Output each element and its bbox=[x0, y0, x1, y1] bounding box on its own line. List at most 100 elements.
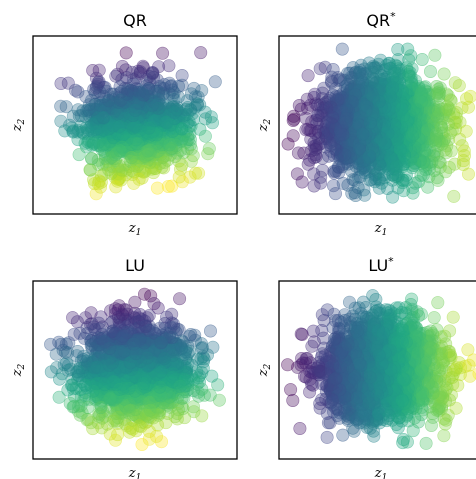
scatter-point bbox=[301, 69, 315, 83]
scatter-point bbox=[52, 390, 66, 404]
scatter-point bbox=[291, 146, 305, 160]
scatter-point bbox=[72, 148, 86, 162]
scatter-point bbox=[447, 189, 461, 203]
scatter-point bbox=[428, 48, 442, 62]
scatter-point bbox=[421, 180, 435, 194]
scatter-point bbox=[293, 421, 307, 435]
scatter-point bbox=[404, 70, 418, 84]
x-axis-label: z1 bbox=[128, 221, 142, 238]
y-axis-label: z2 bbox=[256, 118, 273, 132]
scatter-point bbox=[314, 176, 328, 190]
scatter-panel-1: QR z1 z2 bbox=[10, 11, 238, 238]
scatter-point bbox=[405, 129, 419, 143]
scatter-point bbox=[175, 391, 189, 405]
scatter-point bbox=[116, 329, 130, 343]
x-axis-label: z1 bbox=[128, 466, 142, 479]
scatter-point bbox=[442, 160, 456, 174]
scatter-point bbox=[129, 133, 143, 147]
scatter-point bbox=[184, 327, 198, 341]
scatter-point bbox=[186, 149, 200, 163]
scatter-point bbox=[132, 172, 146, 186]
scatter-point bbox=[295, 175, 309, 189]
scatter-point bbox=[119, 46, 133, 60]
scatter-point bbox=[299, 111, 313, 125]
scatter-point bbox=[66, 311, 80, 325]
scatter-point bbox=[115, 163, 129, 177]
scatter-point bbox=[281, 137, 295, 151]
scatter-point bbox=[150, 125, 164, 139]
scatter-point bbox=[356, 127, 370, 141]
scatter-point bbox=[423, 65, 437, 79]
scatter-point bbox=[86, 137, 100, 151]
scatter-point bbox=[170, 103, 184, 117]
scatter-point bbox=[111, 310, 125, 324]
scatter-point bbox=[381, 126, 395, 140]
scatter-point bbox=[87, 102, 101, 116]
scatter-point bbox=[202, 142, 216, 156]
scatter-panel-3: LU z1 z2 bbox=[10, 256, 238, 479]
scatter-point bbox=[66, 382, 80, 396]
scatter-point bbox=[122, 404, 136, 418]
scatter-point bbox=[96, 110, 110, 124]
panel-title-text: LU bbox=[125, 256, 145, 275]
panel-title-text: QR bbox=[123, 11, 147, 30]
scatter-point bbox=[54, 99, 68, 113]
scatter-point bbox=[158, 155, 172, 169]
scatter-point bbox=[98, 335, 112, 349]
scatter-point bbox=[54, 337, 68, 351]
scatter-point bbox=[131, 96, 145, 110]
scatter-point bbox=[58, 124, 72, 138]
scatter-point bbox=[464, 89, 476, 103]
scatter-point bbox=[208, 75, 222, 89]
y-axis-label: z2 bbox=[10, 363, 27, 377]
scatter-point bbox=[187, 405, 201, 419]
scatter-point bbox=[159, 115, 173, 129]
scatter-point bbox=[71, 85, 85, 99]
scatter-point bbox=[391, 42, 405, 56]
scatter-point bbox=[84, 416, 98, 430]
scatter-point bbox=[165, 83, 179, 97]
scatter-point bbox=[175, 122, 189, 136]
y-axis-label: z2 bbox=[10, 118, 27, 132]
scatter-point bbox=[286, 129, 300, 143]
panel-title: QR* bbox=[366, 10, 396, 30]
scatter-point bbox=[203, 388, 217, 402]
x-axis-label: z1 bbox=[374, 221, 388, 238]
scatter-point bbox=[194, 46, 208, 60]
scatter-points bbox=[44, 287, 226, 451]
scatter-point bbox=[461, 100, 475, 114]
scatter-point bbox=[145, 66, 159, 80]
scatter-point bbox=[414, 169, 428, 183]
scatter-point bbox=[414, 95, 428, 109]
scatter-point bbox=[332, 166, 346, 180]
scatter-point bbox=[115, 140, 129, 154]
scatter-points bbox=[281, 289, 476, 450]
scatter-point bbox=[87, 361, 101, 375]
scatter-point bbox=[126, 121, 140, 135]
scatter-point bbox=[326, 62, 340, 76]
scatter-point bbox=[81, 400, 95, 414]
scatter-point bbox=[79, 311, 93, 325]
scatter-point bbox=[430, 171, 444, 185]
scatter-point bbox=[181, 133, 195, 147]
scatter-point bbox=[404, 49, 418, 63]
scatter-point bbox=[354, 72, 368, 86]
scatter-point bbox=[437, 67, 451, 81]
scatter-point bbox=[172, 170, 186, 184]
scatter-point bbox=[82, 98, 96, 112]
scatter-point bbox=[430, 80, 444, 94]
scatter-point bbox=[164, 79, 178, 93]
scatter-point bbox=[392, 66, 406, 80]
scatter-point bbox=[141, 144, 155, 158]
scatter-point bbox=[320, 430, 334, 444]
scatter-point bbox=[172, 79, 186, 93]
scatter-point bbox=[86, 64, 100, 78]
scatter-point bbox=[173, 379, 187, 393]
scatter-point bbox=[54, 114, 68, 128]
scatter-point bbox=[164, 320, 178, 334]
scatter-point bbox=[345, 186, 359, 200]
scatter-point bbox=[322, 149, 336, 163]
scatter-point bbox=[113, 119, 127, 133]
